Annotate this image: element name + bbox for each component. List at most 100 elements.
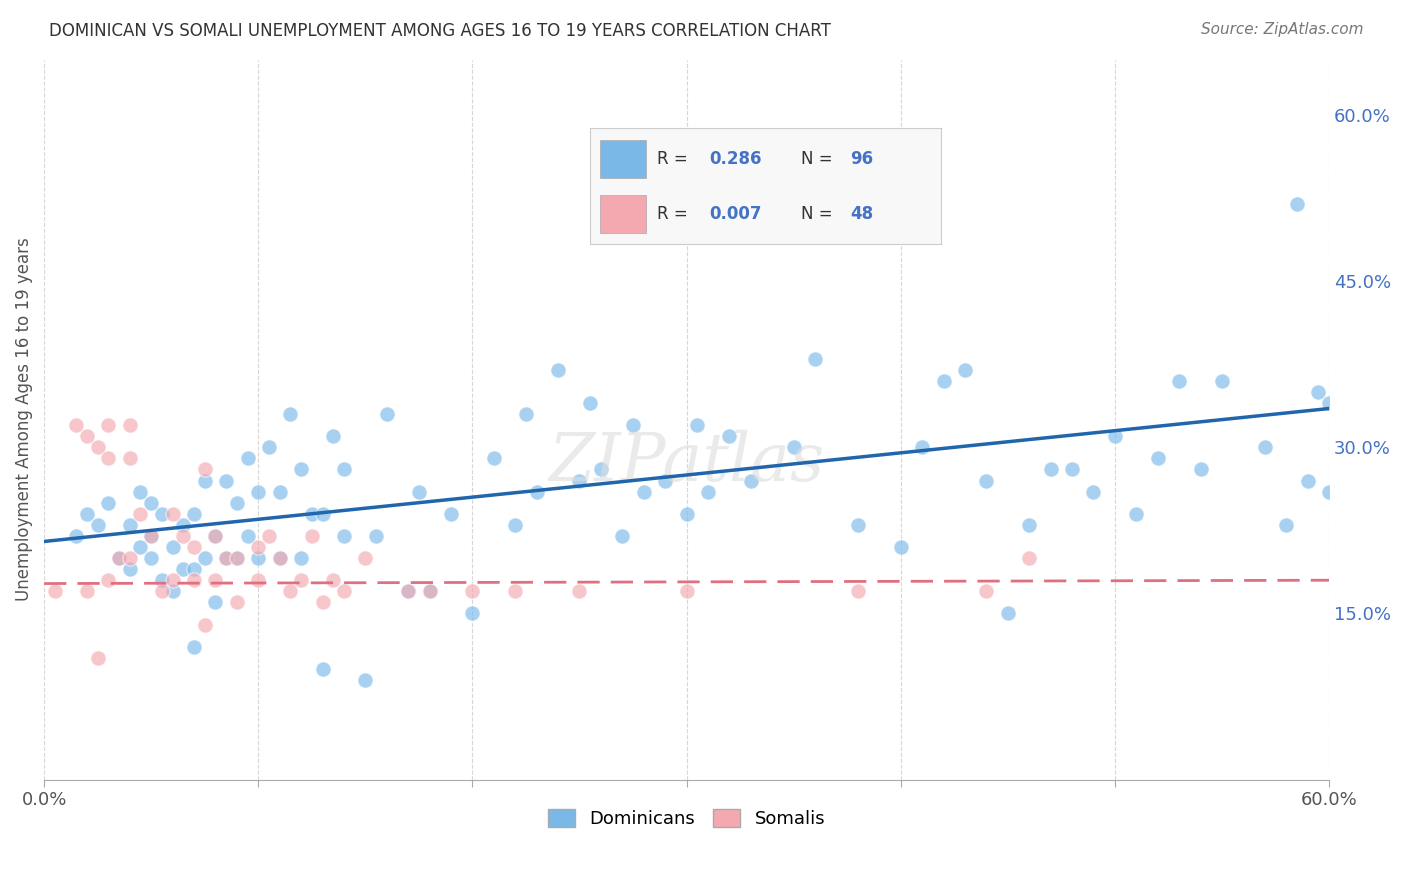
Point [65,418,87,433]
Point [236,529,259,543]
Point [215,551,238,566]
Point [194,462,217,476]
Text: ZIPatlas: ZIPatlas [548,430,825,495]
Point [280,584,302,599]
Point [76,507,98,521]
Point [976,584,998,599]
Point [150,584,173,599]
Point [1039,462,1062,476]
Point [890,540,912,554]
Point [65,529,87,543]
Point [118,418,141,433]
Point [269,484,291,499]
Point [257,529,280,543]
Point [269,551,291,566]
Point [108,551,131,566]
Point [333,462,356,476]
Point [354,551,377,566]
Text: 0.286: 0.286 [710,150,762,169]
Point [86,650,108,665]
Point [172,562,194,576]
Text: R =: R = [657,150,693,169]
Point [129,484,152,499]
Point [740,474,762,488]
Point [1275,517,1298,532]
Point [290,462,312,476]
FancyBboxPatch shape [600,140,647,178]
Point [162,584,184,599]
Point [503,584,526,599]
Point [204,573,226,587]
Point [1317,396,1340,410]
Point [482,451,505,466]
Point [172,517,194,532]
Point [1285,196,1308,211]
Point [911,440,934,454]
Point [225,595,247,609]
Point [247,540,270,554]
Text: N =: N = [801,150,838,169]
Point [118,517,141,532]
Y-axis label: Unemployment Among Ages 16 to 19 years: Unemployment Among Ages 16 to 19 years [15,238,32,601]
Point [396,584,419,599]
Point [76,429,98,443]
Point [1018,517,1040,532]
Point [953,363,976,377]
Point [172,529,194,543]
Point [97,573,120,587]
Point [1296,474,1319,488]
Point [311,595,333,609]
Point [932,374,955,388]
Point [141,529,163,543]
Point [204,529,226,543]
Point [150,507,173,521]
Point [976,474,998,488]
Point [579,396,602,410]
Point [1168,374,1191,388]
Point [1211,374,1233,388]
Point [396,584,419,599]
Point [440,507,463,521]
Point [846,517,869,532]
Point [503,517,526,532]
Point [97,451,120,466]
Point [675,507,697,521]
Point [547,363,569,377]
Point [194,474,217,488]
Point [247,484,270,499]
Point [675,584,697,599]
Text: Source: ZipAtlas.com: Source: ZipAtlas.com [1201,22,1364,37]
Point [311,662,333,676]
Point [215,474,238,488]
Point [97,418,120,433]
Point [1317,484,1340,499]
Point [76,584,98,599]
Point [461,584,484,599]
Text: DOMINICAN VS SOMALI UNEMPLOYMENT AMONG AGES 16 TO 19 YEARS CORRELATION CHART: DOMINICAN VS SOMALI UNEMPLOYMENT AMONG A… [49,22,831,40]
Point [290,573,312,587]
Point [257,440,280,454]
Point [204,595,226,609]
Point [1254,440,1277,454]
Point [333,529,356,543]
Point [375,407,398,421]
Point [194,617,217,632]
Point [633,484,655,499]
Point [301,507,323,521]
Point [290,551,312,566]
Point [225,496,247,510]
Point [419,584,441,599]
Point [322,573,344,587]
Point [612,529,634,543]
Point [419,584,441,599]
Point [697,484,720,499]
Text: R =: R = [657,204,693,223]
Point [236,451,259,466]
Point [1018,551,1040,566]
Point [129,507,152,521]
Point [141,529,163,543]
Point [1189,462,1212,476]
Point [150,573,173,587]
Point [1083,484,1105,499]
Point [162,540,184,554]
